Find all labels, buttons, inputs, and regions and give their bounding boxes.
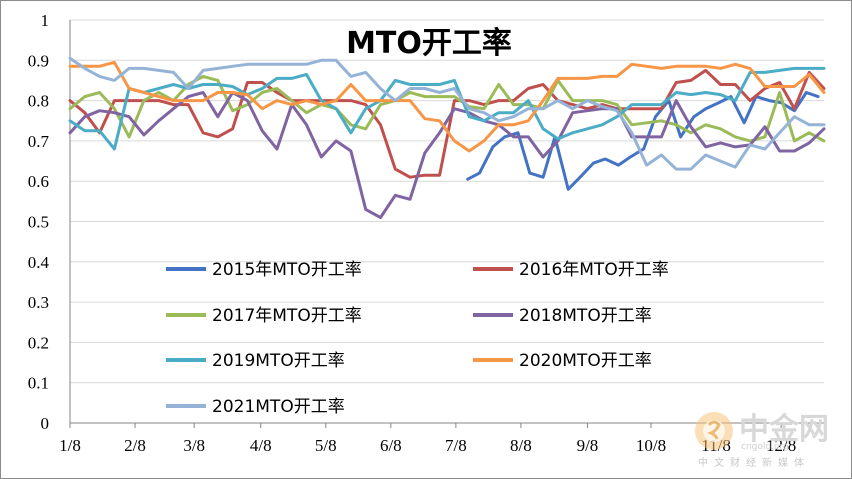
x-tick-label: 7/8	[445, 436, 467, 455]
series-line-3	[68, 91, 826, 219]
gridlines	[70, 19, 824, 384]
y-tick-label: 0.3	[28, 293, 49, 312]
watermark-brand: 中金网	[739, 412, 829, 447]
watermark-site: cngold.org	[741, 442, 789, 452]
series-line-1	[68, 68, 826, 179]
legend: 2015年MTO开工率 2016年MTO开工率 2017年MTO开工率 2018MTO…	[166, 260, 669, 417]
series-line-0	[466, 91, 820, 191]
brand-logo-icon	[695, 412, 733, 450]
y-tick-label: 0.2	[28, 333, 49, 352]
legend-label-3: 2018MTO开工率	[519, 306, 652, 326]
watermark-subtitle: 中文财经新媒体	[698, 456, 810, 469]
y-tick-label: 0.6	[28, 172, 49, 191]
x-tick-label: 3/8	[183, 436, 205, 455]
x-tick-label: 12/8	[766, 436, 796, 455]
x-tick-label: 1/8	[59, 436, 81, 455]
series-line-6	[68, 56, 826, 171]
watermark: 中金网 cngold.org 中文财经新媒体	[695, 412, 829, 469]
x-tick-label: 5/8	[315, 436, 337, 455]
y-tick-label: 0	[41, 414, 50, 433]
y-tick-label: 1	[41, 11, 50, 30]
y-tick-label: 0.4	[28, 253, 50, 272]
series-line-5	[68, 60, 826, 153]
x-tick-label: 2/8	[124, 436, 146, 455]
y-tick-label: 0.5	[28, 213, 49, 232]
y-tick-label: 0.7	[28, 132, 50, 151]
x-tick-label: 9/8	[577, 436, 599, 455]
legend-label-4: 2019MTO开工率	[212, 351, 345, 371]
y-tick-label: 0.1	[28, 374, 49, 393]
y-axis-labels: 0 0.1 0.2 0.3 0.4 0.5 0.6 0.7 0.8 0.9 1	[28, 11, 50, 433]
x-tick-label: 8/8	[510, 436, 532, 455]
legend-label-5: 2020MTO开工率	[519, 351, 652, 371]
x-tick-label: 10/8	[636, 436, 666, 455]
series-lines	[68, 56, 826, 219]
x-axis-labels: 1/82/83/84/85/86/87/88/89/810/811/812/8	[59, 436, 796, 455]
x-tick-label: 4/8	[250, 436, 272, 455]
series-line-4	[68, 66, 826, 151]
legend-label-6: 2021MTO开工率	[212, 397, 345, 417]
y-tick-label: 0.9	[28, 51, 49, 70]
legend-label-2: 2017年MTO开工率	[212, 306, 362, 326]
y-tick-label: 0.8	[28, 92, 49, 111]
chart-title: MTO开工率	[346, 26, 512, 61]
legend-label-0: 2015年MTO开工率	[212, 260, 362, 280]
x-tick-label: 6/8	[380, 436, 402, 455]
legend-label-1: 2016年MTO开工率	[519, 260, 669, 280]
